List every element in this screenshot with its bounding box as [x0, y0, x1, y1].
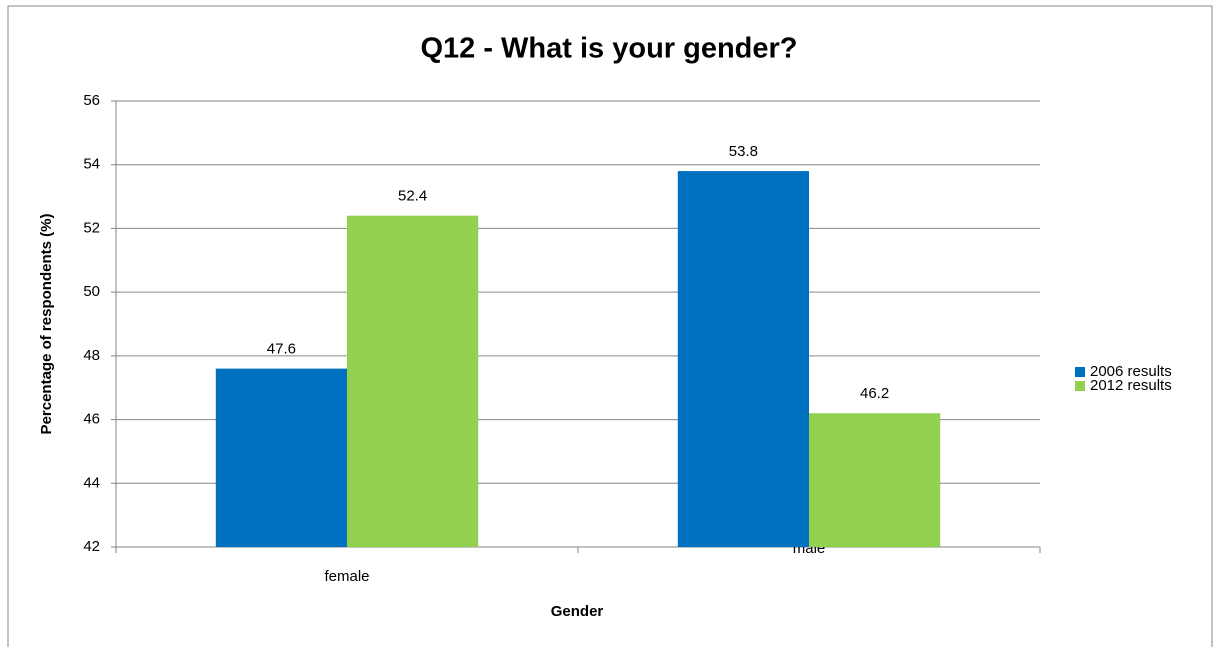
y-tick-label: 48	[83, 347, 100, 364]
legend-label: 2006 results	[1090, 363, 1172, 380]
y-tick-label: 42	[83, 538, 100, 555]
bar	[347, 215, 479, 547]
x-tick-label: female	[324, 568, 369, 585]
x-axis-label: Gender	[551, 603, 604, 620]
chart-title: Q12 - What is your gender?	[420, 33, 797, 65]
y-tick-label: 54	[83, 156, 100, 173]
bar	[215, 368, 347, 547]
legend-swatch	[1075, 381, 1085, 391]
y-tick-label: 44	[83, 474, 100, 491]
value-label: 46.2	[860, 385, 889, 402]
chart-frame	[7, 5, 1213, 647]
y-tick-label: 46	[83, 411, 100, 428]
y-tick-label: 50	[83, 283, 100, 300]
value-label: 53.8	[729, 143, 758, 160]
y-tick-label: 52	[83, 219, 100, 236]
value-label: 47.6	[267, 341, 296, 358]
bar	[677, 171, 809, 548]
y-tick-label: 56	[83, 92, 100, 109]
bar	[809, 413, 941, 547]
legend-label: 2012 results	[1090, 377, 1172, 394]
y-axis-label: Percentage of respondents (%)	[38, 214, 55, 435]
legend-swatch	[1075, 367, 1085, 377]
value-label: 52.4	[398, 188, 427, 205]
